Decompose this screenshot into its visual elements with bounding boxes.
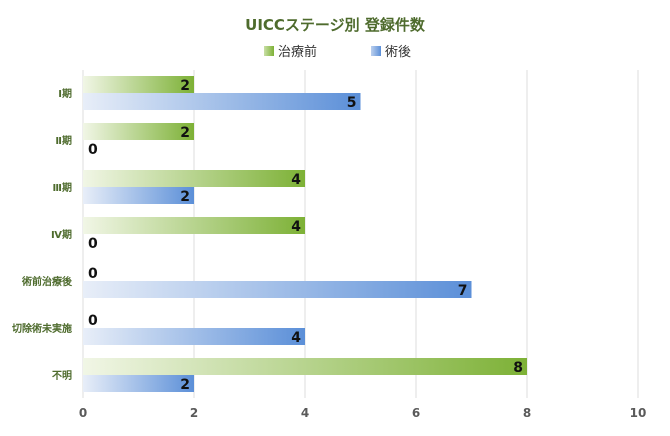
category-label: 不明 — [52, 370, 72, 382]
x-tick-label-4: 4 — [301, 406, 309, 420]
bar-pre-treatment — [83, 76, 194, 93]
data-label-pre-treatment: 0 — [88, 313, 98, 329]
bar-pre-treatment — [83, 217, 305, 234]
x-tick-label-10: 10 — [630, 406, 647, 420]
data-label-pre-treatment: 2 — [180, 78, 190, 94]
data-label-pre-treatment: 8 — [513, 360, 523, 376]
legend-item-pre-treatment: 治療前 — [264, 44, 317, 60]
x-axis-ticks: 0 2 4 6 8 10 — [79, 406, 647, 420]
bar-pre-treatment — [83, 123, 194, 140]
legend-item-post-surgery: 術後 — [371, 45, 411, 60]
bar-pre-treatment — [83, 170, 305, 187]
bars — [83, 76, 527, 392]
data-label-post-surgery: 5 — [347, 95, 357, 111]
data-label-pre-treatment: 4 — [291, 219, 301, 235]
data-label-post-surgery: 2 — [180, 377, 190, 393]
x-tick-label-8: 8 — [523, 406, 531, 420]
data-labels: 2 5 2 0 4 2 4 0 0 7 0 4 8 2 — [88, 78, 523, 393]
bar-post-surgery — [83, 375, 194, 392]
category-label: 術前治療後 — [21, 275, 73, 288]
data-label-pre-treatment: 2 — [180, 125, 190, 141]
bar-post-surgery — [83, 93, 361, 110]
x-tick-label-0: 0 — [79, 406, 87, 420]
x-tick-label-6: 6 — [412, 406, 420, 420]
category-label: Ⅳ期 — [51, 228, 72, 241]
data-label-post-surgery: 7 — [458, 283, 468, 299]
category-label: Ⅲ期 — [53, 181, 72, 194]
legend-label-pre-treatment: 治療前 — [278, 44, 317, 60]
category-label: Ⅰ期 — [58, 87, 72, 100]
category-label: Ⅱ期 — [55, 134, 72, 147]
category-label: 切除術未実施 — [12, 322, 72, 335]
data-label-pre-treatment: 0 — [88, 266, 98, 282]
chart-title: UICCステージ別 登録件数 — [245, 16, 426, 34]
bar-post-surgery — [83, 328, 305, 345]
legend-swatch-pre-treatment — [264, 46, 274, 56]
data-label-post-surgery: 0 — [88, 142, 98, 158]
legend-swatch-post-surgery — [371, 46, 381, 56]
legend: 治療前 術後 — [264, 44, 411, 60]
data-label-post-surgery: 2 — [180, 189, 190, 205]
x-tick-label-2: 2 — [190, 406, 198, 420]
data-label-post-surgery: 4 — [291, 330, 301, 346]
bar-post-surgery — [83, 187, 194, 204]
legend-label-post-surgery: 術後 — [385, 45, 411, 60]
data-label-pre-treatment: 4 — [291, 172, 301, 188]
bar-pre-treatment — [83, 358, 527, 375]
bar-post-surgery — [83, 281, 472, 298]
data-label-post-surgery: 0 — [88, 236, 98, 252]
